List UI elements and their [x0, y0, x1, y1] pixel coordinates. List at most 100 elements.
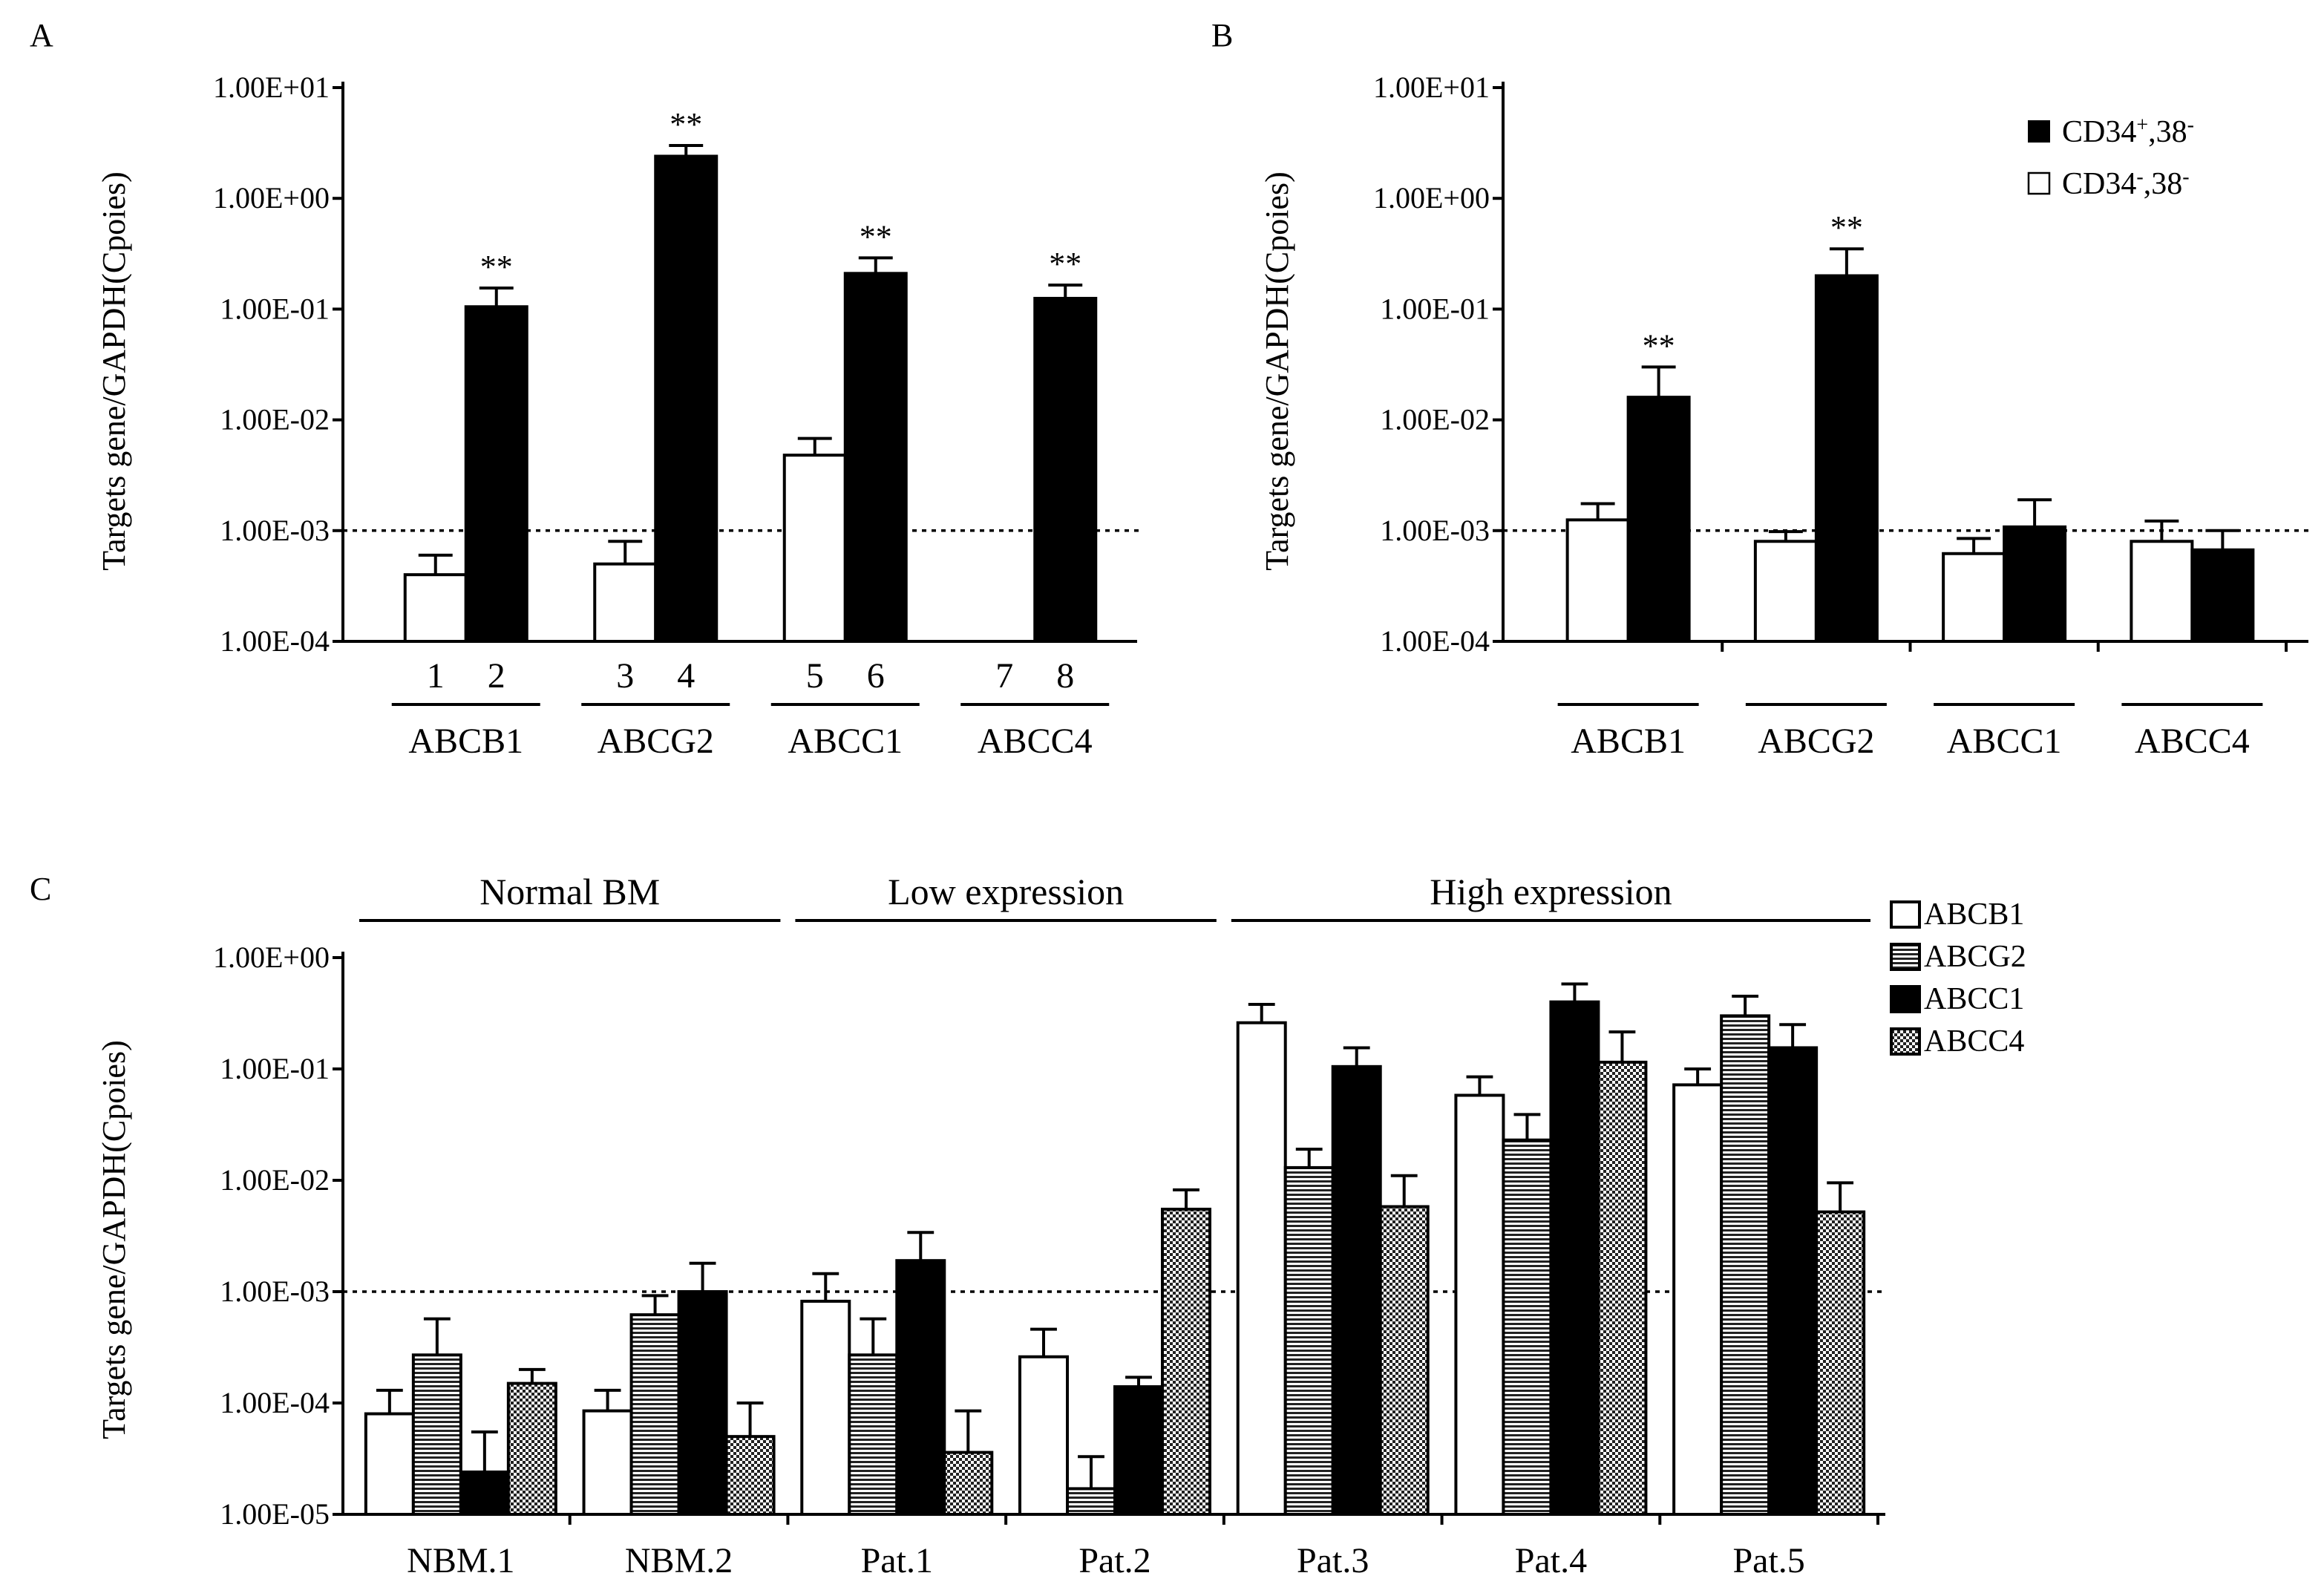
panel-c-category-label: Pat.1: [861, 1541, 933, 1580]
panel-a-y-tick-label: 1.00E-03: [220, 514, 330, 547]
panel-b-y-tick-label: 1.00E-03: [1380, 514, 1490, 547]
panel-a-bar-number: 1: [427, 656, 445, 696]
panel-a-y-tick-label: 1.00E-02: [220, 403, 330, 436]
legend-marker-cd34-neg: [2027, 171, 2051, 195]
panel-a-significance-label: **: [1049, 246, 1081, 282]
panel-a-bar-number: 5: [806, 656, 824, 696]
panel-c-bar-abcg2-pat-3: [1283, 1165, 1335, 1516]
panel-a-bar-cd34-38--abcb1: [464, 305, 528, 643]
panel-c-y-tick-label: 1.00E-03: [220, 1275, 330, 1308]
panel-b-bar-cd34-38--abcc1: [2003, 525, 2067, 643]
panel-a-category-label: ABCB1: [408, 722, 523, 761]
panel-letter-b: B: [1211, 17, 1233, 53]
panel-c-category-label: NBM.1: [407, 1541, 514, 1580]
panel-b-bar-cd34-38--abcg2: [1814, 274, 1879, 643]
legend-label-cd34-neg: CD34-,38-: [2062, 166, 2190, 201]
panel-letter-a: A: [30, 17, 53, 53]
panel-b-significance-label: **: [1830, 209, 1863, 246]
panel-c-bar-abcc4-pat-3: [1378, 1205, 1430, 1517]
panel-b-y-tick-label: 1.00E-04: [1380, 624, 1490, 658]
panel-a-bar-cd34-38--abcc1: [782, 454, 847, 643]
panel-b-bar-cd34-38--abcc1: [1942, 552, 2006, 643]
legend-label-abcc4: ABCC4: [1924, 1024, 2024, 1059]
panel-a-category-label: ABCC4: [978, 722, 1093, 761]
panel-a-bar-cd34-38--abcc4: [1033, 296, 1098, 643]
panel-c-bar-abcc1-nbm-2: [677, 1290, 728, 1516]
panel-c-y-tick-label: 1.00E+00: [213, 941, 330, 974]
panel-a-bar-cd34-38--abcg2: [593, 562, 658, 644]
panel-c-legend: ABCB1 ABCG2 ABCC1 ABCC4: [1890, 897, 2026, 1059]
panel-c-bar-abcg2-nbm-1: [411, 1353, 462, 1516]
panel-a-bar-cd34-38--abcg2: [654, 154, 719, 644]
panel-c-bar-abcb1-nbm-2: [582, 1409, 633, 1516]
panel-c-bar-abcc4-pat-5: [1815, 1210, 1866, 1516]
panel-c-y-axis-label: Targets gene/GAPDH(Cpoies): [96, 1040, 132, 1439]
panel-a-bar-number: 3: [616, 656, 634, 696]
panel-c-bar-abcg2-pat-1: [848, 1353, 899, 1516]
panel-a-bar-cd34-38--abcb1: [403, 573, 468, 644]
panel-c-bar-abcb1-pat-5: [1672, 1083, 1724, 1516]
panel-b-significance-label: **: [1643, 327, 1675, 364]
panel-c-y-tick-label: 1.00E-04: [220, 1386, 330, 1419]
panel-a-bar-cd34-38--abcc1: [843, 272, 908, 643]
panel-c-bar-abcg2-pat-4: [1502, 1138, 1553, 1517]
panel-a-significance-label: **: [480, 249, 513, 285]
legend-label-abcb1: ABCB1: [1924, 897, 2024, 932]
panel-c-y-tick-label: 1.00E-02: [220, 1163, 330, 1197]
panel-a-bar-number: 4: [677, 656, 695, 696]
panel-a-y-tick-label: 1.00E-04: [220, 624, 330, 658]
panel-c-y-tick-label: 1.00E-05: [220, 1497, 330, 1531]
panel-c-category-label: Pat.3: [1297, 1541, 1369, 1580]
panel-a-y-axis-label: Targets gene/GAPDH(Cpoies): [96, 171, 132, 570]
panel-c-y-tick-label: 1.00E-01: [220, 1052, 330, 1085]
panel-c-bar-abcb1-pat-1: [800, 1299, 851, 1517]
panel-b-category-label: ABCC1: [1947, 722, 2062, 761]
panel-a-significance-label: **: [670, 106, 702, 143]
panel-b-y-tick-label: 1.00E+00: [1373, 181, 1490, 215]
panel-a-bar-number: 8: [1056, 656, 1074, 696]
legend-marker-cd34-pos: [2028, 120, 2050, 143]
panel-c-bar-abcg2-pat-2: [1066, 1487, 1116, 1516]
panel-b-bar-cd34-38--abcb1: [1565, 518, 1630, 643]
panel-a-chart: 1.00E+01 1.00E+00 1.00E-01 1.00E-02 1.00E-03…: [213, 71, 1139, 761]
panel-b-chart: 1.00E+01 1.00E+00 1.00E-01 1.00E-02 1.00E-03…: [1373, 71, 2310, 761]
panel-b-bar-cd34-38--abcc4: [2130, 540, 2194, 643]
panel-a-significance-label: **: [860, 218, 892, 255]
panel-a-bar-number: 6: [867, 656, 885, 696]
panel-c-bar-abcc1-pat-3: [1331, 1064, 1382, 1517]
panel-c-bar-abcc1-pat-4: [1549, 1000, 1600, 1517]
legend-label-abcc1: ABCC1: [1924, 982, 2024, 1016]
legend-marker-abcb1: [1890, 900, 1921, 929]
panel-b-y-tick-label: 1.00E-02: [1380, 403, 1490, 436]
panel-b-bar-cd34-38--abcb1: [1626, 396, 1691, 644]
panel-b-legend: CD34+,38- CD34-,38-: [2027, 114, 2194, 201]
panel-b-y-tick-label: 1.00E+01: [1373, 71, 1490, 104]
legend-marker-abcc4: [1890, 1027, 1921, 1056]
panel-a-bar-number: 2: [488, 656, 505, 696]
panel-a-category-label: ABCG2: [598, 722, 714, 761]
panel-c-group-label: Normal BM: [479, 871, 660, 912]
panel-a-y-tick-label: 1.00E+00: [213, 181, 330, 215]
panel-b-y-axis-label: Targets gene/GAPDH(Cpoies): [1259, 171, 1295, 570]
legend-label-abcg2: ABCG2: [1924, 940, 2026, 974]
panel-c-bar-abcc4-pat-1: [943, 1451, 994, 1516]
panel-c-category-label: Pat.5: [1732, 1541, 1804, 1580]
legend-marker-abcg2: [1890, 943, 1921, 971]
panel-a-category-label: ABCC1: [788, 722, 903, 761]
panel-b-category-label: ABCC4: [2135, 722, 2250, 761]
panel-b-bar-cd34-38--abcg2: [1753, 540, 1818, 643]
panel-a-y-tick-label: 1.00E-01: [220, 292, 330, 325]
panel-c-bar-abcb1-pat-3: [1236, 1021, 1287, 1516]
panel-b-bar-cd34-38--abcc4: [2190, 548, 2255, 643]
panel-c-bar-abcc4-nbm-1: [506, 1381, 557, 1516]
panel-c-bar-abcc1-nbm-1: [459, 1470, 510, 1516]
panel-c-bar-abcg2-pat-5: [1720, 1014, 1771, 1516]
panel-c-bar-abcb1-pat-2: [1018, 1355, 1069, 1517]
panel-b-category-label: ABCG2: [1758, 722, 1874, 761]
panel-b-y-tick-label: 1.00E-01: [1380, 292, 1490, 325]
panel-c-category-label: Pat.4: [1515, 1541, 1587, 1580]
panel-a-y-tick-label: 1.00E+01: [213, 71, 330, 104]
panel-letter-c: C: [30, 871, 51, 907]
panel-a-bar-number: 7: [995, 656, 1013, 696]
